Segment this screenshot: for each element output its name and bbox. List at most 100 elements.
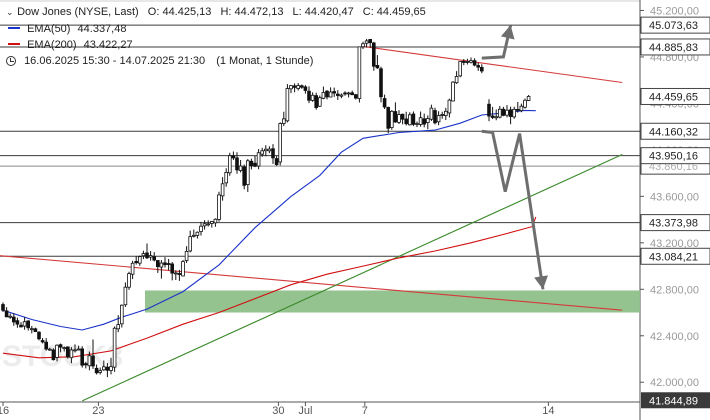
candle — [364, 38, 369, 48]
candle-body-up — [191, 234, 196, 237]
timerange-info: 16.06.2025 15:30 - 14.07.2025 21:30 (1 M… — [6, 54, 313, 68]
candle — [94, 364, 99, 375]
candle — [497, 105, 502, 119]
level-tag-text: 45.073,63 — [649, 20, 698, 32]
candle-body-down — [94, 367, 99, 374]
candle-body-up — [87, 355, 92, 367]
level-tag-box — [640, 147, 710, 165]
candle-body-down — [314, 95, 318, 108]
candle-body-up — [109, 366, 113, 371]
candle — [62, 346, 66, 352]
ema50-line — [2, 109, 536, 331]
ema-layer — [2, 109, 537, 359]
level-tag-box — [640, 122, 710, 140]
candle-body-up — [526, 96, 531, 101]
candle-body-up — [173, 272, 178, 275]
level-tag-text: 43.084,21 — [649, 251, 698, 263]
candle — [48, 347, 52, 351]
level-tag-text: 44.160,32 — [649, 126, 698, 138]
candle — [249, 158, 254, 170]
ema200-value: 43.422,27 — [83, 39, 133, 51]
bullish-arrow-head — [500, 25, 515, 40]
scenario-arrows-layer — [481, 24, 548, 290]
candle — [44, 338, 48, 351]
candle-body-up — [69, 349, 74, 359]
candle-body-down — [461, 61, 466, 63]
candle — [314, 92, 318, 110]
price-tick-label: 42.400,00 — [650, 331, 699, 343]
ema50-label: EMA(50) — [27, 23, 71, 35]
candle — [137, 255, 142, 266]
candle-body-down — [343, 92, 347, 95]
candle — [199, 221, 203, 236]
time-tick-label: Jul — [298, 405, 312, 417]
candle — [11, 313, 16, 326]
time-tick-label: 14 — [542, 405, 554, 417]
level-tag: 44.885,83 — [640, 38, 710, 56]
candle — [213, 218, 218, 227]
candle — [26, 320, 30, 331]
candle — [379, 66, 383, 103]
candle-body-up — [148, 255, 153, 258]
candle-body-up — [447, 99, 452, 114]
bottom-price-tag: 41.844,89 — [641, 392, 710, 409]
candle-body-up — [199, 225, 203, 232]
candle-body-up — [429, 107, 434, 120]
last-price-tag: 44.459,65 — [640, 87, 710, 105]
candle — [8, 313, 13, 319]
candle — [332, 87, 336, 97]
last-price-tag-text: 44.459,65 — [649, 91, 698, 103]
candle-body-down — [1, 304, 5, 311]
collapse-chevron-icon[interactable]: ⌄ — [6, 7, 14, 17]
candle-body-down — [235, 157, 239, 171]
candle — [245, 159, 250, 192]
candle — [263, 145, 268, 157]
candle-body-up — [397, 114, 401, 123]
candle — [1, 302, 5, 312]
candle-body-down — [371, 42, 376, 67]
candle — [325, 90, 329, 100]
clock-icon — [6, 56, 16, 66]
candle — [490, 106, 495, 120]
candle — [267, 146, 272, 154]
candle — [40, 337, 45, 344]
candle-body-down — [152, 256, 157, 261]
candle-body-down — [51, 349, 56, 361]
candle-body-up — [289, 85, 293, 90]
candle — [98, 367, 103, 375]
candle-body-down — [299, 85, 304, 88]
candle-body-down — [19, 324, 23, 328]
date-range: 16.06.2025 15:30 - 14.07.2025 21:30 — [24, 55, 206, 67]
level-tag-box — [640, 247, 710, 265]
ema200-label: EMA(200) — [27, 39, 77, 51]
candle-body-up — [260, 150, 264, 155]
candle — [411, 111, 416, 127]
candle — [339, 93, 344, 99]
candle-body-up — [141, 253, 146, 257]
candle — [109, 357, 113, 375]
candle-body-down — [170, 263, 175, 274]
candle — [519, 103, 524, 113]
candle — [130, 260, 135, 280]
level-tag: 43.950,16 — [640, 147, 710, 165]
candle-body-down — [249, 160, 254, 167]
time-tick-label: 30 — [272, 405, 284, 417]
candle — [307, 86, 311, 104]
candle-body-down — [4, 310, 9, 318]
candle — [209, 220, 214, 228]
candle — [368, 38, 372, 48]
candle-body-up — [346, 92, 351, 95]
candle — [371, 41, 376, 71]
candle-body-up — [512, 108, 516, 118]
instrument-header: ⌄ Dow Jones (NYSE, Last) O: 44.425,13 H:… — [6, 5, 426, 19]
candle — [166, 258, 171, 271]
candle-body-down — [134, 261, 139, 264]
level-tag-text: 43.373,98 — [649, 218, 698, 230]
candle-body-down — [40, 340, 45, 343]
candle-body-up — [227, 155, 232, 174]
candle-body-up — [76, 348, 81, 351]
level-tag: 43.084,21 — [640, 247, 710, 265]
candle-body-up — [213, 218, 218, 224]
candle — [274, 155, 279, 166]
candle-body-up — [137, 256, 142, 264]
